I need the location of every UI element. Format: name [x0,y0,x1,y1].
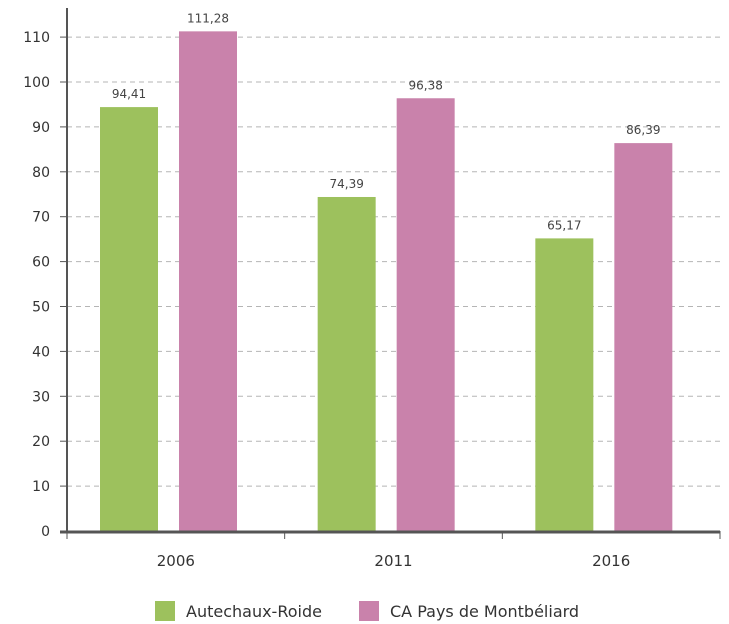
y-tick-label: 90 [32,120,50,136]
legend-label: CA Pays de Montbéliard [390,602,579,621]
y-axis-ticks: 0 10 20 30 40 50 60 70 80 90 100 110 [23,30,67,540]
data-label: 111,28 [187,11,229,25]
y-tick-label: 110 [23,30,50,46]
bar-ca-pays-de-montb-liard-2006 [179,31,237,531]
y-tick-label: 10 [32,479,50,495]
legend-swatch [155,601,175,621]
y-tick-label: 30 [32,389,50,405]
data-label: 94,41 [112,87,146,101]
legend-label: Autechaux-Roide [186,602,322,621]
y-tick-label: 0 [41,524,50,540]
y-tick-label: 20 [32,434,50,450]
data-label: 86,39 [626,123,660,137]
data-label: 96,38 [408,78,442,92]
bars [100,31,673,532]
bar-autechaux-roide-2006 [100,107,158,532]
y-tick-label: 50 [32,300,50,316]
data-labels: 94,41 74,39 65,17 111,28 96,38 86,39 [112,11,661,232]
y-tick-label: 70 [32,210,50,226]
bar-ca-pays-de-montb-liard-2011 [396,98,455,532]
bar-autechaux-roide-2011 [317,196,376,532]
x-tick-label: 2006 [157,552,195,570]
y-tick-label: 60 [32,255,50,271]
y-tick-label: 100 [23,75,50,91]
axes [60,8,720,534]
bar-ca-pays-de-montb-liard-2016 [614,143,673,532]
legend-swatch [359,601,379,621]
x-tick-label: 2011 [374,552,412,570]
bar-autechaux-roide-2016 [535,238,594,531]
x-axis-ticks: 2006 2011 2016 [66,531,721,570]
y-tick-label: 80 [32,165,50,181]
legend: Autechaux-Roide CA Pays de Montbéliard [155,601,579,621]
x-tick-label: 2016 [592,552,630,570]
data-label: 74,39 [329,177,363,191]
grid-lines [67,36,720,487]
y-tick-label: 40 [32,344,50,360]
data-label: 65,17 [547,218,581,232]
